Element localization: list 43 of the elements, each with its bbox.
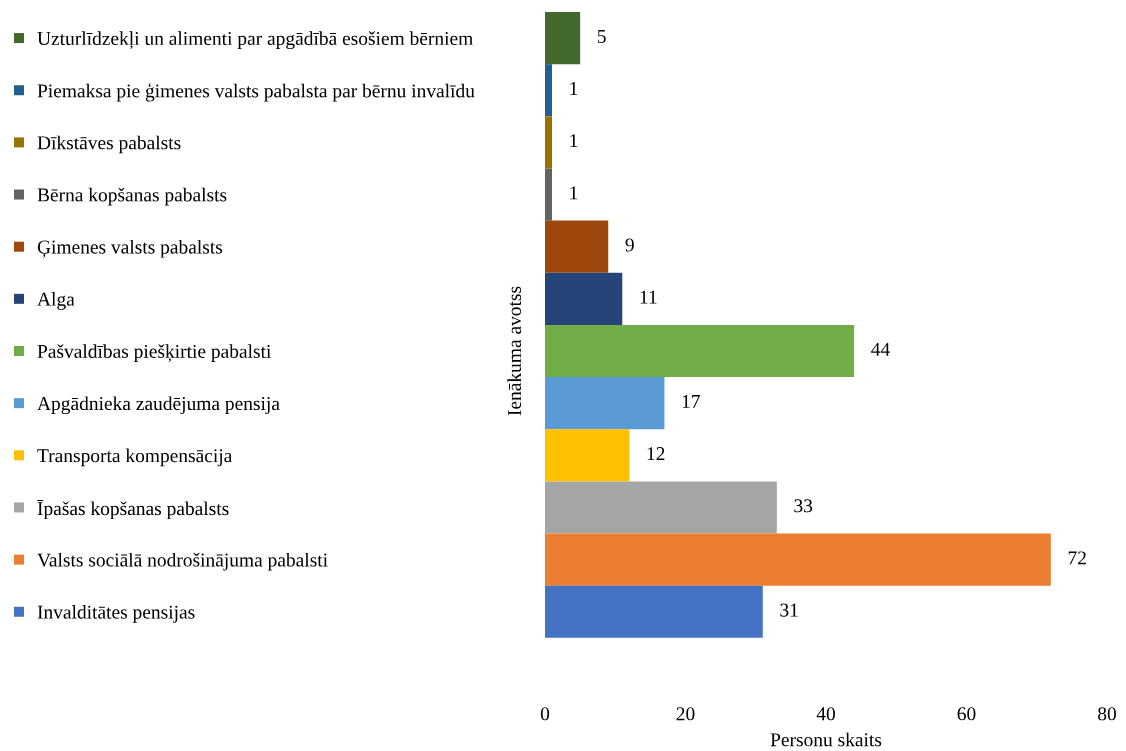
data-label: 1 <box>570 186 578 200</box>
bar <box>545 64 553 117</box>
y-tick-label: Apgādnieka zaudējuma pensija <box>37 396 280 415</box>
y-axis-title: Ienākuma avotss <box>507 286 522 416</box>
x-tick-label: 0 <box>540 707 550 721</box>
bar <box>545 481 777 534</box>
x-tick-label: 20 <box>676 707 695 721</box>
bar <box>545 272 623 325</box>
data-label: 5 <box>597 30 606 43</box>
y-tick-label: Alga <box>37 292 75 310</box>
y-tick-label: Uzturlīdzekļi un alimenti par apgādībā esošiem bērniem <box>37 31 473 50</box>
bar <box>545 220 609 273</box>
y-tick-label: Dīkstāves pabalsts <box>37 135 181 154</box>
data-label: 72 <box>1068 551 1086 565</box>
y-tick-label: Piemaksa pie ģimenes valsts pabalsta par bērnu invalīdu <box>37 83 475 102</box>
data-label: 11 <box>640 290 657 304</box>
data-label: 17 <box>682 394 700 408</box>
bar <box>545 533 1051 586</box>
bar <box>545 168 553 221</box>
bar <box>545 585 763 638</box>
y-tick-label: Transporta kompensācija <box>37 448 233 467</box>
data-label: 33 <box>794 499 813 513</box>
bar <box>545 324 855 378</box>
data-label: 1 <box>570 82 578 95</box>
data-label: 9 <box>625 238 634 252</box>
data-label: 12 <box>647 447 665 460</box>
y-tick-label: Invalditātes pensijas <box>37 605 195 623</box>
data-label: 1 <box>570 134 578 148</box>
data-label: 44 <box>871 342 890 356</box>
y-tick-label: Īpašas kopšanas pabalsts <box>37 499 229 520</box>
bar <box>545 116 553 169</box>
data-label: 31 <box>780 603 798 617</box>
y-tick-label: Bērna kopšanas pabalsts <box>37 187 227 206</box>
bar <box>545 377 665 430</box>
y-tick-label: Pašvaldības piešķirtie pabalsti <box>37 344 271 362</box>
x-tick-label: 80 <box>1098 707 1116 721</box>
x-axis-title: Personu skaits <box>770 732 882 747</box>
x-tick-label: 60 <box>957 707 976 721</box>
x-tick-label: 40 <box>816 707 835 721</box>
y-tick-label: Ģimenes valsts pabalsts <box>37 239 223 258</box>
y-tick-label: Valsts sociālā nodrošinājuma pabalsti <box>37 552 328 571</box>
bar <box>545 12 581 65</box>
bar <box>545 429 630 482</box>
